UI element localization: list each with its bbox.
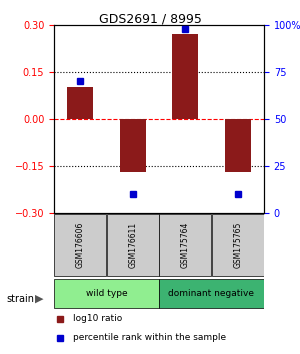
Text: GSM175764: GSM175764 xyxy=(181,222,190,268)
Bar xyxy=(67,87,93,119)
Text: strain: strain xyxy=(6,294,34,304)
FancyBboxPatch shape xyxy=(212,214,264,276)
Text: GDS2691 / 8995: GDS2691 / 8995 xyxy=(99,12,201,25)
FancyBboxPatch shape xyxy=(159,279,264,308)
Text: percentile rank within the sample: percentile rank within the sample xyxy=(73,333,226,342)
Text: ▶: ▶ xyxy=(34,294,43,304)
Text: wild type: wild type xyxy=(86,289,127,298)
Bar xyxy=(172,34,198,119)
FancyBboxPatch shape xyxy=(54,214,106,276)
Text: GSM176611: GSM176611 xyxy=(128,222,137,268)
FancyBboxPatch shape xyxy=(54,279,159,308)
Text: GSM175765: GSM175765 xyxy=(233,222,242,268)
FancyBboxPatch shape xyxy=(159,214,211,276)
Text: log10 ratio: log10 ratio xyxy=(73,314,122,323)
Text: dominant negative: dominant negative xyxy=(169,289,254,298)
FancyBboxPatch shape xyxy=(107,214,159,276)
Bar xyxy=(225,119,251,172)
Text: GSM176606: GSM176606 xyxy=(76,222,85,268)
Bar xyxy=(120,119,146,172)
